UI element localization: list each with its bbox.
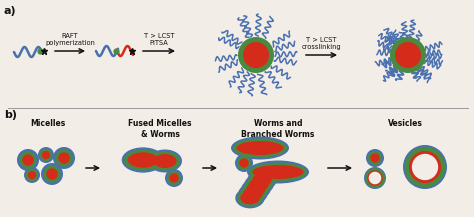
Circle shape	[370, 153, 380, 163]
Text: T > LCST
crosslinking: T > LCST crosslinking	[301, 36, 341, 50]
Text: b): b)	[4, 110, 17, 120]
Text: Worms and
Branched Worms: Worms and Branched Worms	[241, 119, 315, 139]
Ellipse shape	[128, 152, 158, 168]
Ellipse shape	[249, 171, 275, 189]
Ellipse shape	[243, 187, 263, 200]
Ellipse shape	[247, 161, 309, 184]
Circle shape	[58, 152, 70, 164]
Ellipse shape	[252, 174, 272, 186]
Circle shape	[409, 151, 441, 183]
Circle shape	[46, 168, 58, 180]
Ellipse shape	[233, 138, 287, 158]
Ellipse shape	[253, 165, 303, 179]
Ellipse shape	[124, 150, 162, 170]
Ellipse shape	[249, 178, 269, 191]
Ellipse shape	[154, 154, 176, 168]
Circle shape	[237, 156, 251, 170]
Circle shape	[19, 151, 36, 169]
Circle shape	[369, 172, 381, 184]
Circle shape	[165, 169, 183, 187]
Text: T > LCST
PITSA: T > LCST PITSA	[144, 33, 174, 46]
Circle shape	[53, 147, 75, 169]
Circle shape	[365, 168, 385, 188]
Circle shape	[17, 149, 39, 171]
Circle shape	[364, 167, 386, 189]
Text: Micelles: Micelles	[30, 119, 65, 128]
Circle shape	[235, 154, 253, 172]
Circle shape	[239, 158, 249, 168]
Text: Vesicles: Vesicles	[388, 119, 422, 128]
Circle shape	[38, 147, 54, 163]
Ellipse shape	[244, 174, 273, 195]
Ellipse shape	[241, 179, 271, 199]
Circle shape	[243, 42, 269, 68]
Circle shape	[405, 147, 445, 187]
Ellipse shape	[247, 170, 277, 190]
Circle shape	[42, 151, 50, 159]
Circle shape	[390, 37, 426, 73]
Ellipse shape	[243, 181, 269, 197]
Ellipse shape	[122, 147, 164, 173]
Ellipse shape	[240, 185, 266, 202]
Text: a): a)	[4, 6, 17, 16]
Ellipse shape	[238, 183, 268, 204]
Ellipse shape	[231, 136, 289, 159]
Circle shape	[44, 165, 61, 182]
Circle shape	[366, 149, 384, 167]
Ellipse shape	[246, 183, 266, 195]
Ellipse shape	[246, 176, 272, 193]
Text: Fused Micelles
& Worms: Fused Micelles & Worms	[128, 119, 192, 139]
Circle shape	[167, 171, 181, 185]
Circle shape	[28, 171, 36, 179]
Circle shape	[55, 150, 73, 167]
Ellipse shape	[237, 189, 263, 207]
Ellipse shape	[148, 150, 182, 173]
Circle shape	[403, 145, 447, 189]
Circle shape	[367, 170, 383, 186]
Circle shape	[368, 151, 382, 165]
Text: RAFT
polymerization: RAFT polymerization	[45, 33, 95, 46]
Circle shape	[395, 42, 421, 68]
Circle shape	[238, 37, 274, 73]
Circle shape	[41, 163, 63, 185]
Ellipse shape	[249, 163, 307, 181]
Circle shape	[22, 154, 34, 166]
Circle shape	[40, 149, 52, 161]
Ellipse shape	[240, 192, 260, 204]
Circle shape	[26, 169, 38, 181]
Ellipse shape	[237, 141, 283, 155]
Circle shape	[169, 173, 179, 183]
Ellipse shape	[150, 151, 180, 171]
Circle shape	[412, 154, 438, 180]
Ellipse shape	[235, 188, 264, 208]
Circle shape	[24, 167, 40, 183]
